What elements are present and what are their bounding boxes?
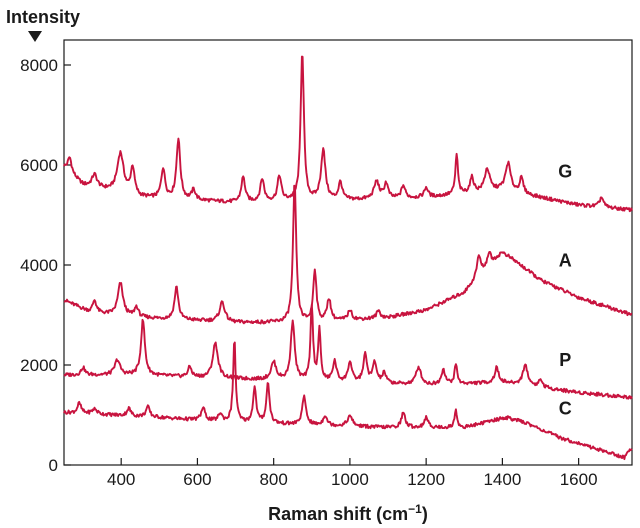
- x-axis-title-suffix: ): [422, 504, 428, 524]
- x-tick-label: 1200: [407, 470, 445, 489]
- series-label-c: C: [559, 398, 572, 418]
- y-axis-arrow-icon: [28, 31, 42, 42]
- x-tick-label: 800: [259, 470, 287, 489]
- x-axis-title: Raman shift (cm−1): [268, 502, 428, 524]
- x-tick-label: 600: [183, 470, 211, 489]
- y-tick-label: 4000: [20, 256, 58, 275]
- y-axis-ticks: 0 2000 4000 6000 8000: [20, 56, 71, 475]
- plot-frame: [63, 39, 633, 466]
- series-label-g: G: [558, 161, 572, 181]
- x-tick-label: 400: [107, 470, 135, 489]
- y-tick-label: 0: [49, 456, 58, 475]
- y-axis-title: Intensity: [6, 7, 80, 27]
- spectrum-line-g: [63, 55, 633, 213]
- x-axis-title-main: Raman shift (cm: [268, 504, 408, 524]
- x-axis-ticks: 400 600 800 1000 1200 1400 1600: [107, 458, 598, 489]
- series-label-p: P: [559, 350, 571, 370]
- x-tick-label: 1000: [331, 470, 369, 489]
- series-label-a: A: [559, 250, 572, 270]
- x-tick-label: 1600: [560, 470, 598, 489]
- spectrum-line-p: [63, 303, 633, 400]
- series-lines: [63, 55, 633, 461]
- y-tick-label: 6000: [20, 156, 58, 175]
- y-tick-label: 8000: [20, 56, 58, 75]
- y-tick-label: 2000: [20, 356, 58, 375]
- spectrum-line-a: [63, 184, 633, 325]
- x-axis-title-superscript: −1: [408, 502, 422, 516]
- x-tick-label: 1400: [483, 470, 521, 489]
- series-labels: G A P C: [558, 161, 572, 418]
- spectrum-line-c: [63, 341, 633, 461]
